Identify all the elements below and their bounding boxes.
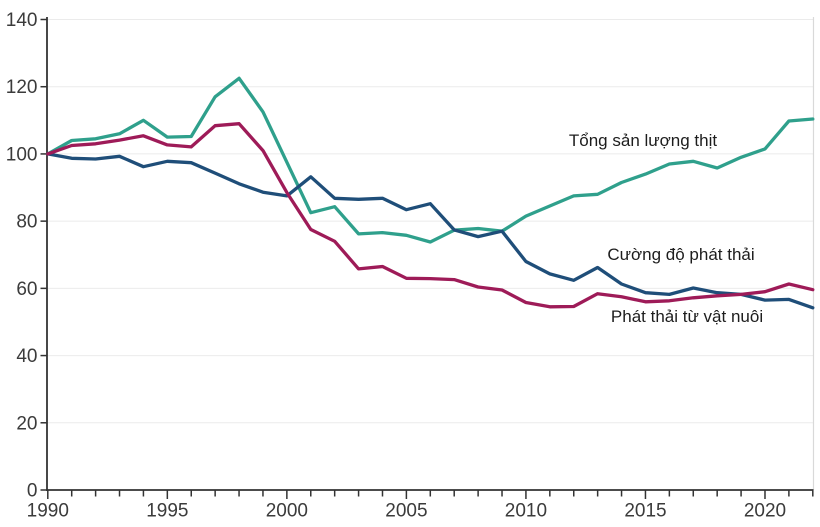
- series-label-meat-production: Tổng sản lượng thịt: [568, 131, 718, 150]
- y-tick-label-100: 100: [6, 144, 38, 165]
- series-label-emission-intensity: Cường độ phát thải: [607, 245, 755, 264]
- x-tick-label-1990: 1990: [27, 501, 69, 522]
- series-line-emission-intensity: [46, 152, 815, 310]
- y-tick-label-120: 120: [6, 77, 38, 98]
- series-line-livestock-emissions: [46, 122, 815, 309]
- y-tick-label-20: 20: [16, 413, 37, 434]
- y-tick-label-60: 60: [16, 279, 37, 300]
- x-tick-label-2010: 2010: [505, 501, 547, 522]
- x-tick-label-1995: 1995: [146, 501, 188, 522]
- series-label-livestock-emissions: Phát thải từ vật nuôi: [610, 307, 764, 326]
- x-tick-label-2015: 2015: [624, 501, 666, 522]
- y-tick-label-0: 0: [27, 481, 38, 502]
- y-tick-label-140: 140: [6, 10, 38, 31]
- x-tick-label-2020: 2020: [744, 501, 786, 522]
- y-tick-label-80: 80: [16, 212, 37, 233]
- y-tick-label-40: 40: [16, 346, 37, 367]
- x-tick-label-2000: 2000: [266, 501, 308, 522]
- x-tick-label-2005: 2005: [385, 501, 427, 522]
- series-line-total-meat-production: [46, 76, 815, 244]
